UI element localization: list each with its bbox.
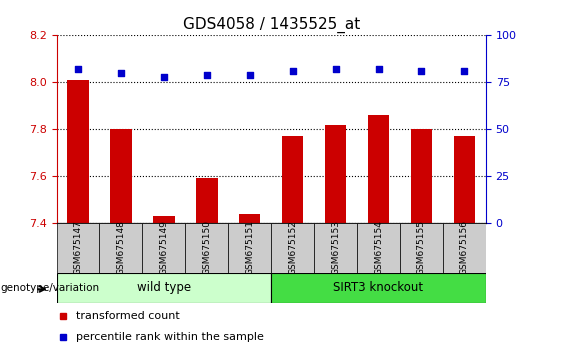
Text: wild type: wild type — [137, 281, 191, 294]
Point — [288, 68, 297, 74]
Bar — [239, 214, 260, 223]
Bar — [357, 223, 400, 273]
Text: GSM675154: GSM675154 — [374, 220, 383, 275]
Bar — [282, 136, 303, 223]
Text: percentile rank within the sample: percentile rank within the sample — [76, 332, 264, 342]
Text: GSM675155: GSM675155 — [417, 220, 426, 275]
Title: GDS4058 / 1435525_at: GDS4058 / 1435525_at — [182, 16, 360, 33]
Text: GSM675147: GSM675147 — [73, 220, 82, 275]
Text: GSM675150: GSM675150 — [202, 220, 211, 275]
Text: GSM675148: GSM675148 — [116, 220, 125, 275]
Point — [417, 68, 426, 74]
Bar — [67, 80, 89, 223]
Bar — [153, 216, 175, 223]
Text: GSM675151: GSM675151 — [245, 220, 254, 275]
Point — [159, 74, 168, 80]
Bar — [400, 223, 443, 273]
Text: GSM675152: GSM675152 — [288, 220, 297, 275]
Text: GSM675153: GSM675153 — [331, 220, 340, 275]
Bar — [411, 129, 432, 223]
Bar — [228, 223, 271, 273]
Text: GSM675156: GSM675156 — [460, 220, 469, 275]
Bar — [196, 178, 218, 223]
Point — [73, 66, 82, 72]
Point — [374, 66, 383, 72]
Bar — [271, 223, 314, 273]
Bar — [99, 223, 142, 273]
Bar — [454, 136, 475, 223]
Text: genotype/variation: genotype/variation — [0, 282, 99, 293]
Point — [245, 72, 254, 78]
Point — [116, 70, 125, 76]
Bar — [185, 223, 228, 273]
Bar — [110, 129, 132, 223]
Bar — [271, 273, 486, 303]
Bar — [56, 273, 271, 303]
Text: GSM675149: GSM675149 — [159, 220, 168, 275]
Point — [331, 66, 340, 72]
Bar — [325, 125, 346, 223]
Bar — [368, 115, 389, 223]
Bar — [314, 223, 357, 273]
Bar — [443, 223, 486, 273]
Point — [202, 72, 211, 78]
Bar — [56, 223, 99, 273]
Bar — [142, 223, 185, 273]
Point — [460, 68, 469, 74]
Text: transformed count: transformed count — [76, 310, 180, 321]
Text: SIRT3 knockout: SIRT3 knockout — [333, 281, 424, 294]
